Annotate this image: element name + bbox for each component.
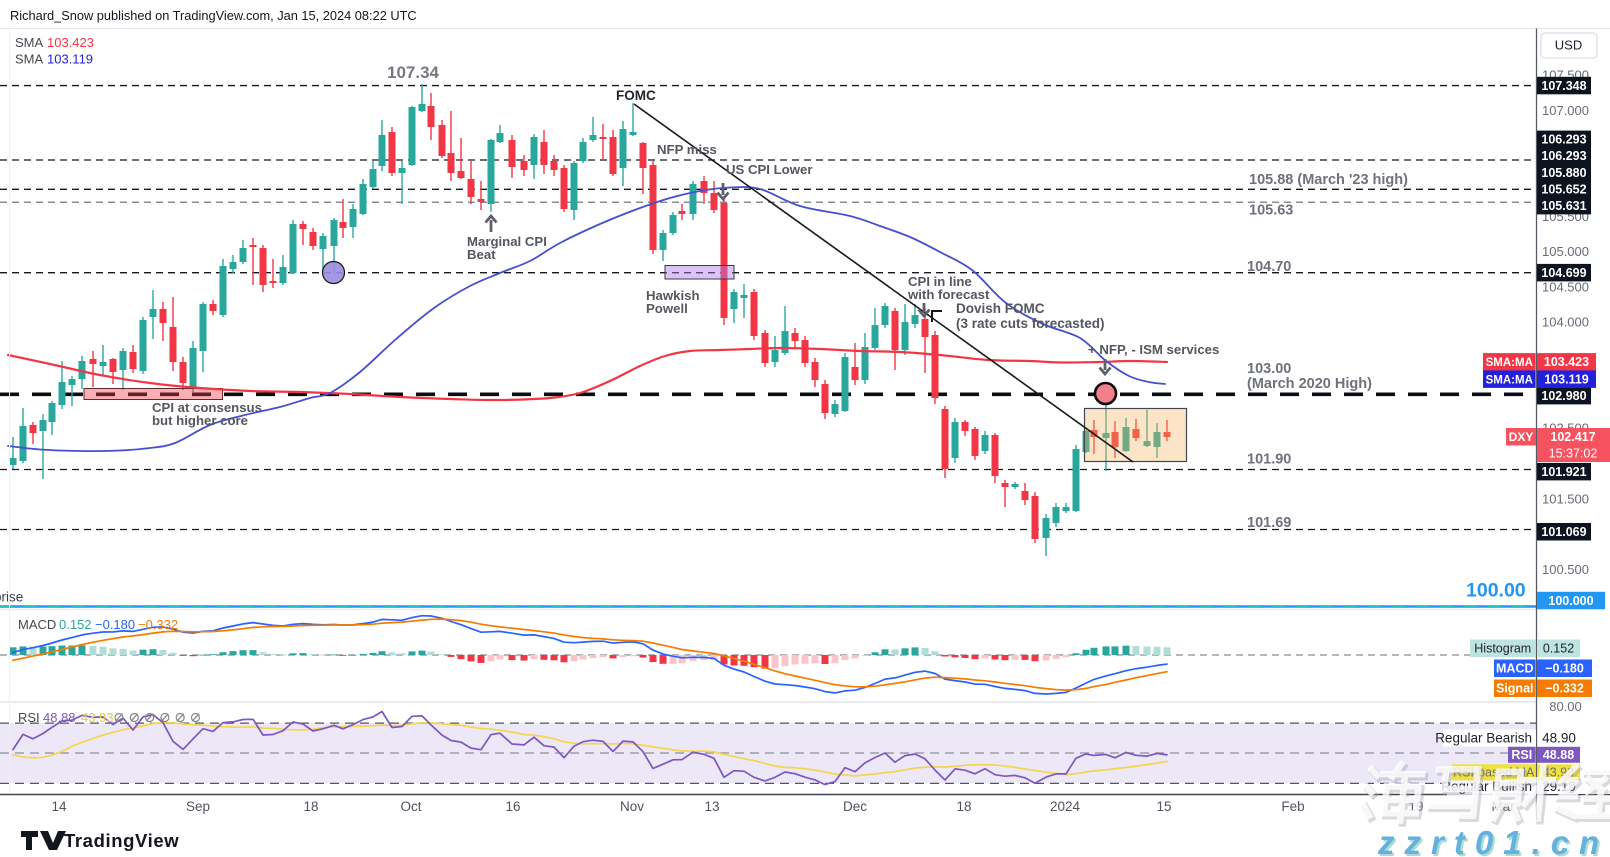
svg-text:−0.180: −0.180 — [1545, 662, 1584, 676]
svg-text:101.69: 101.69 — [1247, 515, 1291, 531]
svg-text:16: 16 — [505, 799, 520, 814]
svg-text:105.000: 105.000 — [1542, 244, 1589, 259]
svg-text:with forecast: with forecast — [907, 287, 990, 302]
svg-text:Feb: Feb — [1281, 799, 1304, 814]
svg-text:SMA:MA: SMA:MA — [1486, 375, 1533, 387]
svg-text:Dec: Dec — [843, 799, 867, 814]
svg-text:104.70: 104.70 — [1247, 259, 1291, 275]
svg-text:Signal: Signal — [1496, 682, 1534, 696]
svg-text:+ NFP, - ISM services: + NFP, - ISM services — [1088, 342, 1219, 357]
svg-text:SMA: SMA — [15, 35, 44, 50]
svg-text:0.152: 0.152 — [59, 617, 92, 632]
svg-text:13: 13 — [704, 799, 719, 814]
svg-text:100.000: 100.000 — [1548, 594, 1593, 608]
svg-text:105.880: 105.880 — [1541, 166, 1586, 180]
svg-text:100.500: 100.500 — [1542, 562, 1589, 577]
svg-text:(March 2020 High): (March 2020 High) — [1247, 376, 1372, 392]
svg-text:CPI in line: CPI in line — [908, 274, 972, 289]
svg-text:102.417: 102.417 — [1550, 430, 1595, 444]
svg-text:104.000: 104.000 — [1542, 315, 1589, 330]
svg-text:zzrt01.cn: zzrt01.cn — [1377, 824, 1609, 857]
svg-text:2024: 2024 — [1050, 799, 1081, 814]
svg-text:107.348: 107.348 — [1541, 79, 1586, 93]
svg-text:DXY: DXY — [1509, 430, 1534, 444]
svg-text:48.90: 48.90 — [1542, 731, 1576, 746]
svg-text:103.423: 103.423 — [47, 35, 94, 50]
svg-text:TradingView: TradingView — [64, 830, 179, 851]
svg-text:RSI: RSI — [18, 710, 40, 725]
svg-text:NFP miss: NFP miss — [657, 142, 717, 157]
svg-text:103.00: 103.00 — [1247, 361, 1291, 377]
svg-text:101.069: 101.069 — [1541, 525, 1586, 539]
svg-text:43.93: 43.93 — [81, 710, 114, 725]
svg-text:103.119: 103.119 — [47, 52, 93, 67]
svg-text:−0.180: −0.180 — [95, 617, 135, 632]
svg-text:102.980: 102.980 — [1541, 389, 1586, 403]
svg-text:but higher core: but higher core — [152, 413, 248, 428]
svg-text:106.293: 106.293 — [1541, 133, 1586, 147]
svg-text:105.88 (March '23 high): 105.88 (March '23 high) — [1249, 172, 1408, 188]
svg-text:103.423: 103.423 — [1544, 355, 1589, 369]
svg-text:101.921: 101.921 — [1541, 465, 1586, 479]
svg-text:105.631: 105.631 — [1541, 199, 1586, 213]
svg-text:Histogram: Histogram — [1474, 642, 1531, 656]
svg-text:−0.332: −0.332 — [138, 617, 178, 632]
svg-text:USD: USD — [1555, 38, 1582, 53]
svg-text:Sep: Sep — [186, 799, 210, 814]
svg-text:Marginal CPI: Marginal CPI — [467, 234, 547, 249]
svg-text:Oct: Oct — [400, 799, 421, 814]
svg-text:103.119: 103.119 — [1544, 373, 1589, 387]
svg-text:106.293: 106.293 — [1541, 149, 1586, 163]
svg-text:104.500: 104.500 — [1542, 279, 1589, 294]
svg-text:100.00: 100.00 — [1466, 580, 1526, 602]
svg-text:18: 18 — [956, 799, 971, 814]
svg-text:80.00: 80.00 — [1549, 699, 1582, 714]
svg-text:15:37:02: 15:37:02 — [1549, 447, 1598, 461]
svg-text:(3 rate cuts forecasted): (3 rate cuts forecasted) — [956, 316, 1105, 331]
svg-text:107.000: 107.000 — [1542, 103, 1589, 118]
svg-text:104.699: 104.699 — [1541, 266, 1586, 280]
svg-text:zzrt01.cn: zzrt01.cn — [1379, 826, 1610, 857]
svg-text:SMA: SMA — [15, 52, 44, 67]
svg-text:Dovish FOMC: Dovish FOMC — [956, 301, 1045, 316]
svg-text:Nov: Nov — [620, 799, 644, 814]
svg-text:CPI at consensus: CPI at consensus — [152, 400, 262, 415]
svg-text:107.34: 107.34 — [387, 63, 440, 82]
svg-text:−0.332: −0.332 — [1545, 682, 1584, 696]
svg-text:Richard_Snow published on Trad: Richard_Snow published on TradingView.co… — [10, 8, 417, 23]
svg-text:48.88: 48.88 — [43, 710, 76, 725]
svg-text:SMA:MA: SMA:MA — [1486, 357, 1533, 369]
svg-text:MACD: MACD — [1496, 662, 1534, 676]
svg-text:18: 18 — [303, 799, 318, 814]
svg-text:Powell: Powell — [646, 301, 688, 316]
svg-text:Beat: Beat — [467, 247, 496, 262]
svg-text:RSI: RSI — [1511, 748, 1532, 762]
svg-text:101.90: 101.90 — [1247, 452, 1291, 468]
svg-text:0.152: 0.152 — [1543, 642, 1574, 656]
svg-text:105.63: 105.63 — [1249, 203, 1293, 219]
svg-text:US CPI Lower: US CPI Lower — [726, 162, 812, 177]
svg-text:prise: prise — [0, 590, 23, 605]
svg-text:MACD: MACD — [18, 617, 56, 632]
svg-text:Hawkish: Hawkish — [646, 288, 700, 303]
svg-text:48.88: 48.88 — [1543, 748, 1574, 762]
svg-text:15: 15 — [1156, 799, 1171, 814]
svg-text:101.500: 101.500 — [1542, 491, 1589, 506]
svg-text:FOMC: FOMC — [616, 88, 656, 103]
svg-text:14: 14 — [51, 799, 67, 814]
svg-text:105.652: 105.652 — [1541, 182, 1586, 196]
svg-text:Regular Bearish: Regular Bearish — [1435, 731, 1532, 746]
